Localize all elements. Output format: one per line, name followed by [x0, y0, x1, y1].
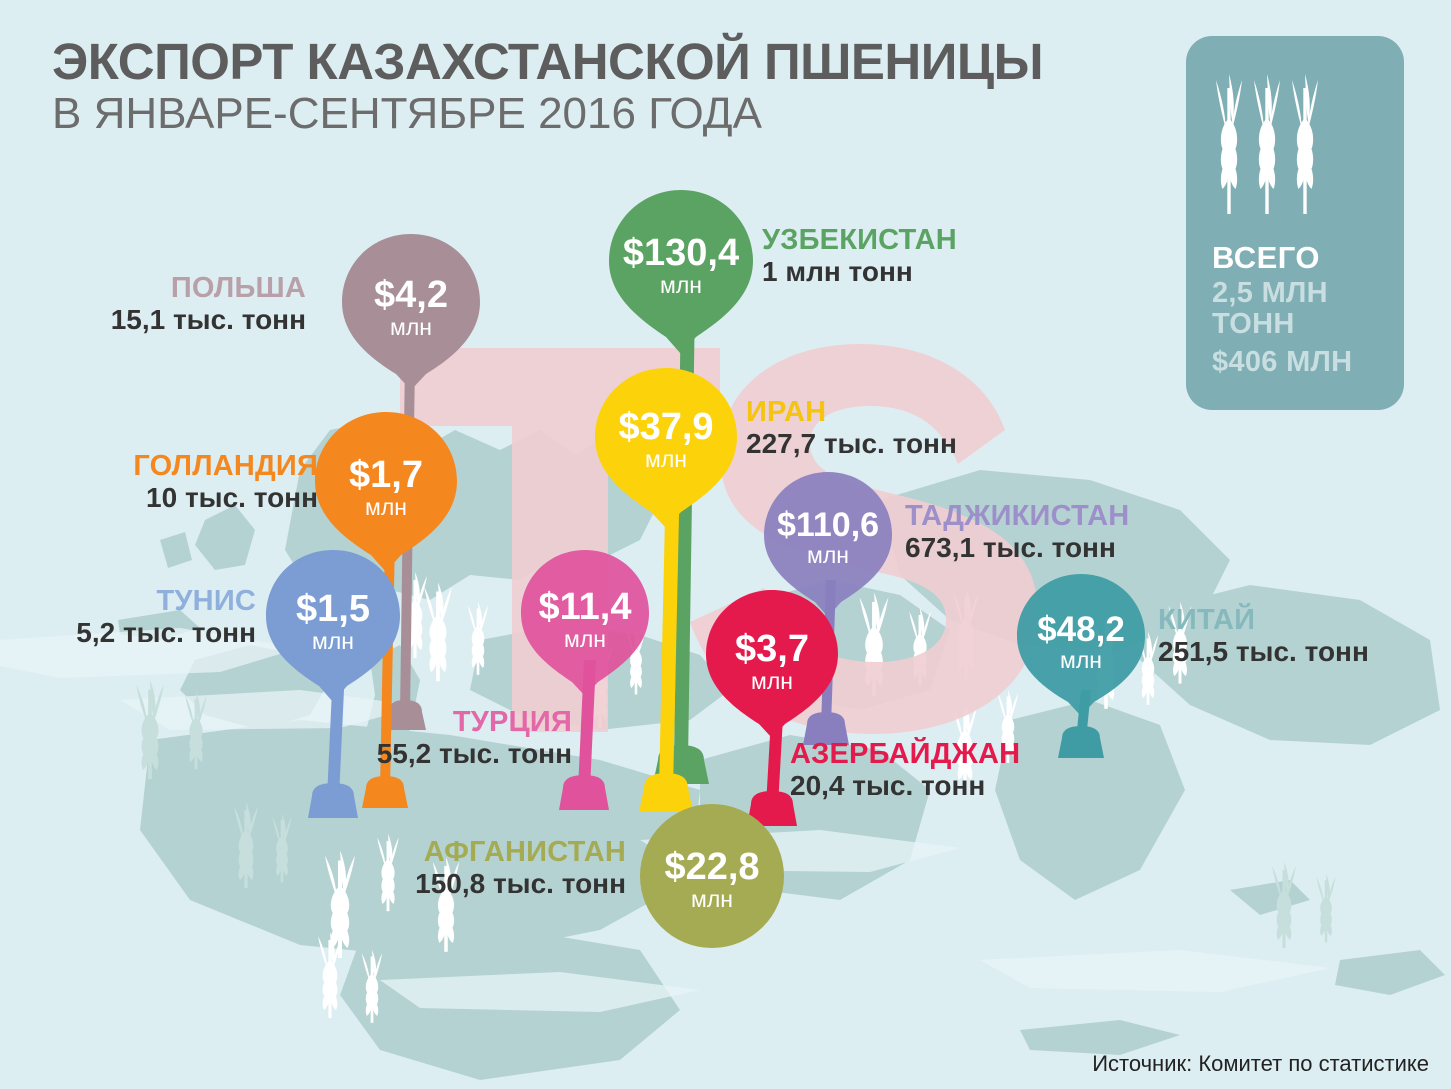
- balloon-poland[interactable]: $4,2 млн: [340, 232, 482, 392]
- country-tons-holland: 10 тыс. тонн: [146, 482, 318, 514]
- source-note: Источник: Комитет по статистике: [1092, 1051, 1429, 1076]
- country-name-azerbaijan: АЗЕРБАЙДЖАН: [790, 738, 1021, 770]
- country-tons-china: 251,5 тыс. тонн: [1158, 636, 1369, 668]
- total-summary-panel: ВСЕГО 2,5 МЛН ТОНН $406 МЛН: [1186, 36, 1404, 410]
- wheat-ears-icon: [1216, 74, 1318, 214]
- total-tonnage-unit: ТОНН: [1212, 307, 1295, 340]
- label-afghanistan: АФГАНИСТАН 150,8 тыс. тонн: [415, 836, 626, 900]
- balloon-shape-afghanistan: [640, 804, 784, 948]
- page-title: ЭКСПОРТ КАЗАХСТАНСКОЙ ПШЕНИЦЫ В ЯНВАРЕ-С…: [52, 33, 1044, 140]
- country-name-poland: ПОЛЬША: [170, 272, 306, 304]
- balloon-shape-tunisia: [266, 550, 400, 702]
- balloon-afghanistan[interactable]: $22,8 млн: [638, 802, 786, 950]
- title-line-1: ЭКСПОРТ КАЗАХСТАНСКОЙ ПШЕНИЦЫ: [52, 33, 1044, 90]
- total-tonnage: 2,5 МЛН: [1212, 277, 1328, 309]
- balloon-shape-uzbekistan: [609, 190, 753, 354]
- country-name-holland: ГОЛЛАНДИЯ: [133, 450, 318, 482]
- country-tons-tajikistan: 673,1 тыс. тонн: [905, 532, 1116, 564]
- country-name-uzbekistan: УЗБЕКИСТАН: [762, 224, 957, 256]
- country-name-iran: ИРАН: [746, 396, 827, 428]
- balloon-shape-china: [1017, 574, 1145, 716]
- country-tons-iran: 227,7 тыс. тонн: [746, 428, 957, 460]
- country-tons-poland: 15,1 тыс. тонн: [110, 304, 306, 336]
- label-uzbekistan: УЗБЕКИСТАН 1 млн тонн: [762, 224, 957, 288]
- country-tons-afghanistan: 150,8 тыс. тонн: [415, 868, 626, 900]
- balloon-shape-poland: [342, 234, 480, 390]
- country-name-tajikistan: ТАДЖИКИСТАН: [905, 500, 1130, 532]
- country-tons-uzbekistan: 1 млн тонн: [762, 256, 913, 288]
- balloon-turkey[interactable]: $11,4 млн: [519, 548, 651, 698]
- label-turkey: ТУРЦИЯ 55,2 тыс. тонн: [377, 706, 572, 770]
- label-holland: ГОЛЛАНДИЯ 10 тыс. тонн: [133, 450, 318, 514]
- total-label: ВСЕГО: [1212, 240, 1321, 275]
- country-tons-turkey: 55,2 тыс. тонн: [376, 738, 572, 770]
- balloon-shape-iran: [595, 368, 737, 528]
- stem-tunisia: [308, 668, 358, 818]
- title-line-2: В ЯНВАРЕ-СЕНТЯБРЕ 2016 ГОДА: [52, 89, 762, 139]
- balloon-iran[interactable]: $37,9 млн: [592, 366, 740, 530]
- balloon-uzbekistan[interactable]: $130,4 млн: [606, 188, 756, 356]
- label-tunisia: ТУНИС 5,2 тыс. тонн: [76, 585, 256, 649]
- country-name-tunisia: ТУНИС: [156, 585, 256, 617]
- balloon-shape-turkey: [521, 550, 649, 696]
- label-iran: ИРАН 227,7 тыс. тонн: [746, 396, 957, 460]
- total-value: $406 МЛН: [1212, 346, 1353, 379]
- label-azerbaijan: АЗЕРБАЙДЖАН 20,4 тыс. тонн: [790, 738, 1020, 802]
- balloon-shape-azerbaijan: [706, 590, 838, 738]
- country-tons-tunisia: 5,2 тыс. тонн: [76, 617, 256, 649]
- balloon-china[interactable]: $48,2 млн: [1015, 572, 1147, 718]
- label-tajikistan: ТАДЖИКИСТАН 673,1 тыс. тонн: [905, 500, 1129, 564]
- label-china: КИТАЙ 251,5 тыс. тонн: [1158, 604, 1369, 668]
- country-name-turkey: ТУРЦИЯ: [452, 706, 572, 738]
- label-poland: ПОЛЬША 15,1 тыс. тонн: [111, 272, 306, 336]
- country-name-afghanistan: АФГАНИСТАН: [423, 836, 626, 868]
- country-name-china: КИТАЙ: [1158, 604, 1256, 636]
- country-tons-azerbaijan: 20,4 тыс. тонн: [790, 770, 986, 802]
- balloon-azerbaijan[interactable]: $3,7 млн: [704, 588, 840, 740]
- balloon-tunisia[interactable]: $1,5 млн: [264, 548, 402, 704]
